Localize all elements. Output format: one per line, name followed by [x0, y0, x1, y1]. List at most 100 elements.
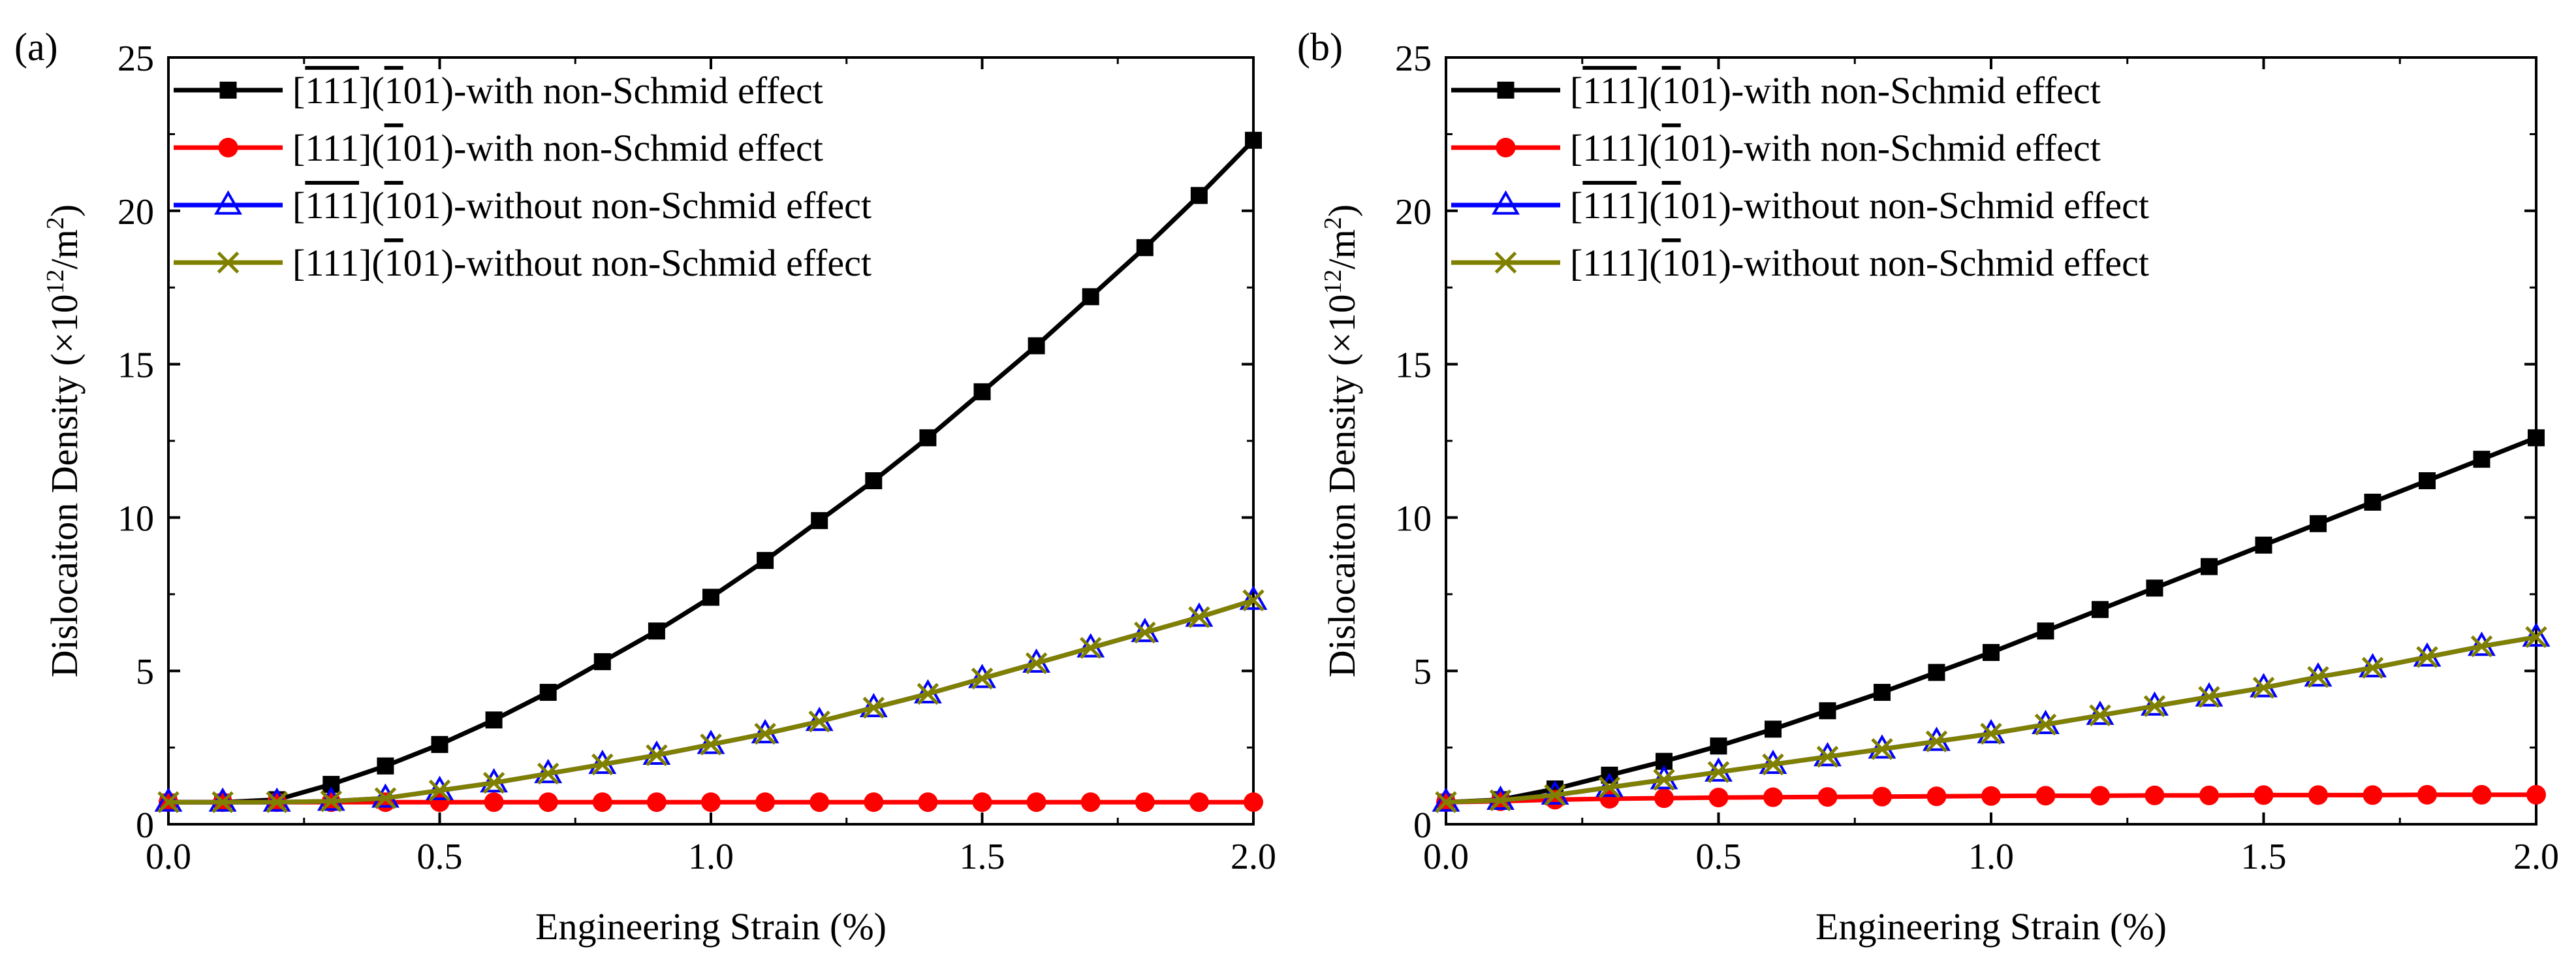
data-point: [1765, 720, 1782, 738]
series-line: [168, 598, 1255, 805]
data-point: [2361, 656, 2384, 679]
data-point: [157, 791, 180, 813]
data-point: [212, 791, 234, 813]
data-point: [2525, 626, 2547, 649]
data-point: [646, 792, 667, 812]
data-point: [757, 552, 774, 570]
data-point: [2416, 646, 2438, 668]
x-tick-label: 1.5: [2241, 837, 2287, 877]
data-point: [1598, 776, 1621, 799]
legend-label-3: [111](101)-without non-Schmid effect: [292, 242, 872, 284]
x-axis-label: Engineering Strain (%): [535, 905, 887, 948]
data-point: [2089, 704, 2111, 727]
data-point: [1707, 761, 1730, 783]
data-point: [2528, 429, 2545, 447]
y-tick-label: 25: [118, 39, 154, 79]
data-point: [1245, 131, 1262, 149]
data-point: [1819, 702, 1836, 720]
series-line: [1445, 436, 2537, 805]
plot-frame: [1445, 56, 2537, 826]
data-point: [592, 792, 612, 812]
data-point: [973, 383, 991, 400]
x-tick-label: 0.5: [417, 837, 463, 877]
y-tick-label: 15: [1395, 345, 1432, 386]
data-point: [2308, 785, 2328, 805]
data-point: [2034, 713, 2057, 736]
data-point: [1710, 737, 1727, 755]
data-point: [2254, 785, 2274, 805]
data-point: [538, 792, 558, 812]
legend-marker: [218, 138, 238, 157]
legend-marker: [1496, 138, 1516, 157]
series-0: [160, 131, 1262, 811]
data-point: [485, 711, 503, 729]
legend-label-1: [111](101)-with non-Schmid effect: [1570, 127, 2101, 169]
data-point: [482, 771, 505, 794]
data-point: [2090, 786, 2110, 806]
data-point: [811, 512, 828, 530]
legend-marker: [217, 251, 240, 274]
data-point: [2198, 686, 2220, 708]
chart-panel-a: (a) 0.0 0.5 1.0 1.5 2.0 0 5 10 15 20 25 Engineering …: [14, 25, 1276, 948]
y-axis-label: Dislocaiton Density (×1012/m2): [1319, 204, 1363, 677]
data-point: [2037, 622, 2054, 640]
y-tick-label: 10: [1395, 498, 1432, 539]
data-point: [2035, 786, 2056, 806]
data-point: [917, 683, 939, 705]
data-point: [701, 792, 721, 812]
data-point: [591, 753, 614, 776]
data-point: [1874, 684, 1891, 701]
data-point: [266, 791, 288, 813]
legend-label-1: [111](101)-with non-Schmid effect: [292, 127, 823, 169]
data-point: [1188, 606, 1210, 628]
data-point: [2144, 785, 2165, 805]
data-point: [2526, 784, 2546, 805]
data-point: [1817, 787, 1838, 807]
series-0: [1437, 429, 2545, 811]
data-point: [809, 792, 830, 812]
data-point: [648, 622, 665, 640]
data-point: [1242, 589, 1264, 611]
y-tick-label: 10: [118, 498, 154, 539]
legend-label-0: [111](101)-with non-Schmid effect: [292, 69, 823, 112]
data-point: [755, 792, 776, 812]
legend: [111](101)-with non-Schmid effect [111](1…: [174, 69, 872, 284]
y-tick-label: 20: [1395, 192, 1432, 233]
y-tick-label: 0: [136, 805, 154, 846]
y-tick-label: 0: [1413, 805, 1432, 846]
legend-marker: [1497, 82, 1515, 99]
legend: [111](101)-with non-Schmid effect [111](1…: [1451, 69, 2149, 284]
data-point: [1653, 769, 1675, 791]
data-point: [1980, 722, 2002, 745]
data-point: [1762, 753, 1784, 776]
x-tick-label: 1.0: [1968, 837, 2014, 877]
legend-marker: [1494, 251, 1517, 274]
data-point: [2255, 536, 2272, 554]
data-point: [2364, 493, 2381, 511]
series-line: [168, 138, 1255, 805]
data-point: [1763, 787, 1783, 807]
x-tick-label: 0.5: [1696, 837, 1742, 877]
data-point: [1544, 784, 1566, 807]
x-axis-label: Engineering Strain (%): [1815, 905, 2167, 948]
data-point: [919, 429, 937, 447]
data-point: [1025, 652, 1048, 675]
data-point: [1190, 187, 1208, 204]
data-point: [865, 472, 883, 490]
data-point: [2307, 666, 2329, 688]
data-point: [646, 744, 668, 767]
data-point: [2363, 785, 2383, 805]
data-point: [1134, 621, 1156, 644]
legend-label-0: [111](101)-with non-Schmid effect: [1570, 69, 2101, 112]
data-point: [1135, 792, 1155, 812]
data-point: [539, 684, 557, 701]
legend-label-2: [111](101)-without non-Schmid effect: [1570, 184, 2149, 227]
legend-marker: [1492, 190, 1520, 215]
chart-panel-b: (b) 0.0 0.5 1.0 1.5 2.0 0 5 10 15 20 25 Engineering …: [1297, 25, 2559, 948]
series-3: [157, 589, 1264, 813]
data-point: [1871, 738, 1893, 760]
data-point: [320, 790, 343, 812]
data-point: [2092, 601, 2109, 619]
data-point: [2310, 515, 2327, 532]
